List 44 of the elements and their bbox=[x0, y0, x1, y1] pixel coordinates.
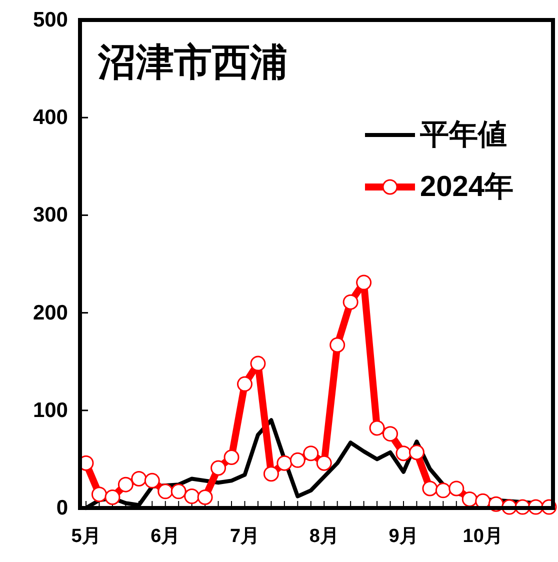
point bbox=[131, 470, 147, 486]
point bbox=[276, 455, 292, 471]
x-tick-label: 7月 bbox=[230, 526, 260, 547]
point bbox=[462, 491, 478, 507]
point bbox=[224, 450, 240, 465]
y-tick-label: 200 bbox=[32, 301, 68, 324]
point bbox=[263, 466, 279, 482]
x-tick-label: 6月 bbox=[150, 526, 180, 547]
point bbox=[330, 337, 346, 353]
point bbox=[236, 376, 252, 392]
point bbox=[316, 455, 332, 471]
point bbox=[91, 486, 107, 502]
x-tick-label: 5月 bbox=[71, 526, 101, 547]
point bbox=[342, 294, 358, 310]
legend-label: 平年値 bbox=[419, 119, 507, 151]
x-tick-label: 9月 bbox=[388, 526, 418, 547]
point bbox=[435, 482, 451, 498]
point bbox=[210, 460, 226, 476]
point bbox=[184, 488, 200, 504]
point bbox=[448, 480, 464, 496]
point bbox=[104, 490, 120, 506]
point bbox=[356, 274, 372, 290]
text: 沼津市西浦 bbox=[97, 41, 288, 84]
y-tick-label: 0 bbox=[56, 496, 68, 520]
point bbox=[158, 484, 174, 500]
point bbox=[290, 452, 306, 468]
point bbox=[422, 480, 438, 496]
point bbox=[250, 356, 266, 372]
point bbox=[396, 446, 412, 462]
point bbox=[382, 426, 398, 442]
point bbox=[118, 476, 134, 492]
x-tick-label: 10月 bbox=[462, 526, 503, 547]
y-tick-label: 500 bbox=[32, 8, 68, 32]
point bbox=[408, 444, 424, 460]
y-tick-label: 100 bbox=[32, 398, 68, 422]
point bbox=[369, 420, 385, 436]
point bbox=[170, 484, 186, 500]
point bbox=[303, 446, 319, 462]
y-tick-label: 400 bbox=[32, 106, 68, 130]
x-tick-label: 8月 bbox=[309, 526, 339, 547]
y-tick-label: 300 bbox=[32, 204, 68, 227]
point bbox=[144, 472, 160, 488]
point bbox=[197, 490, 213, 506]
legend-label: 2024年 bbox=[420, 171, 514, 203]
